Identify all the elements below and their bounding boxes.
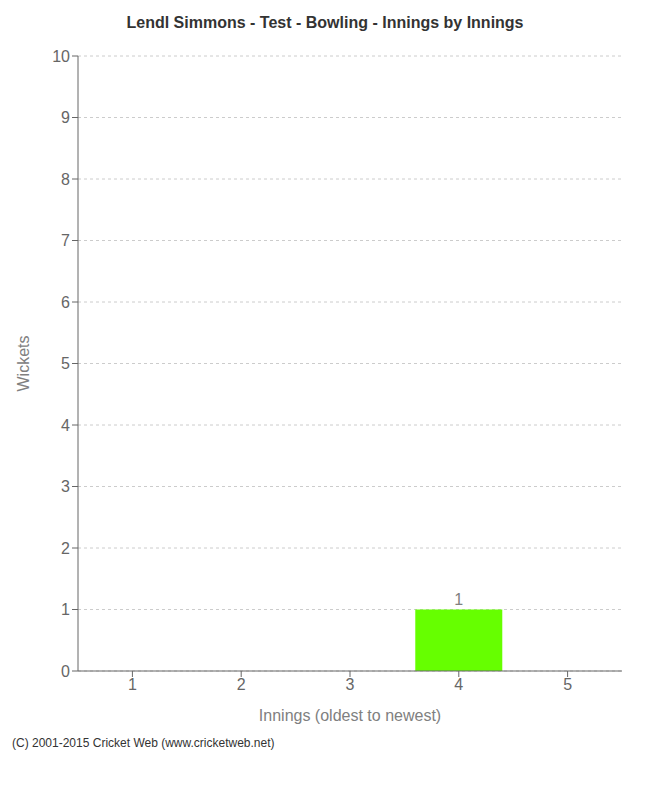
svg-text:1: 1 (128, 676, 137, 693)
svg-text:2: 2 (237, 676, 246, 693)
svg-text:4: 4 (454, 676, 463, 693)
svg-text:0: 0 (61, 663, 70, 680)
svg-text:9: 9 (61, 109, 70, 126)
svg-text:4: 4 (61, 417, 70, 434)
svg-text:Wickets: Wickets (15, 336, 32, 392)
svg-text:8: 8 (61, 171, 70, 188)
svg-text:6: 6 (61, 294, 70, 311)
svg-text:1: 1 (454, 591, 463, 608)
svg-text:1: 1 (61, 601, 70, 618)
svg-text:2: 2 (61, 540, 70, 557)
svg-text:3: 3 (61, 478, 70, 495)
svg-text:7: 7 (61, 232, 70, 249)
svg-text:3: 3 (346, 676, 355, 693)
svg-text:Innings (oldest to newest): Innings (oldest to newest) (259, 707, 441, 724)
html-text:(C) 2001-2015 Cricket Web (www: (C) 2001-2015 Cricket Web (www.cricketwe… (12, 736, 275, 750)
svg-text:5: 5 (563, 676, 572, 693)
svg-text:5: 5 (61, 355, 70, 372)
svg-text:10: 10 (52, 48, 70, 65)
html-text:Lendl Simmons - Test - Bowling: Lendl Simmons - Test - Bowling - Innings… (126, 14, 524, 31)
